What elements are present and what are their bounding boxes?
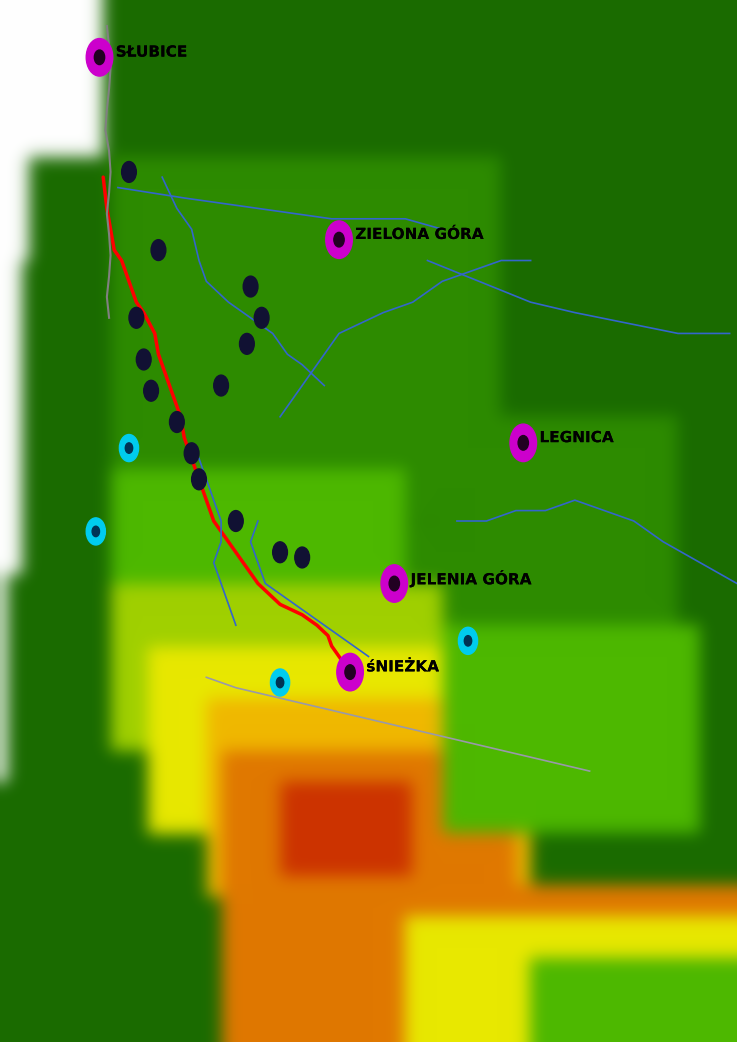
Circle shape bbox=[464, 636, 472, 646]
Text: ZIELONA GÓRA: ZIELONA GÓRA bbox=[355, 227, 483, 242]
Circle shape bbox=[254, 307, 269, 328]
Circle shape bbox=[270, 669, 290, 696]
Circle shape bbox=[273, 542, 287, 563]
Circle shape bbox=[92, 526, 99, 537]
Text: SŁUBICE: SŁUBICE bbox=[116, 45, 187, 59]
Circle shape bbox=[389, 576, 399, 591]
Text: LEGNICA: LEGNICA bbox=[539, 430, 613, 445]
Circle shape bbox=[192, 469, 206, 490]
Circle shape bbox=[334, 232, 344, 247]
Circle shape bbox=[184, 443, 199, 464]
Circle shape bbox=[129, 307, 144, 328]
Circle shape bbox=[144, 380, 158, 401]
Circle shape bbox=[458, 627, 478, 654]
Circle shape bbox=[122, 162, 136, 182]
Circle shape bbox=[228, 511, 243, 531]
Circle shape bbox=[326, 221, 352, 258]
Circle shape bbox=[276, 677, 284, 688]
Circle shape bbox=[345, 665, 355, 679]
Circle shape bbox=[518, 436, 528, 450]
Text: JELENIA GÓRA: JELENIA GÓRA bbox=[411, 569, 531, 588]
Circle shape bbox=[94, 50, 105, 65]
Circle shape bbox=[119, 435, 139, 462]
Circle shape bbox=[86, 39, 113, 76]
Circle shape bbox=[381, 565, 408, 602]
Circle shape bbox=[125, 443, 133, 453]
Circle shape bbox=[510, 424, 537, 462]
Circle shape bbox=[86, 518, 105, 545]
Circle shape bbox=[243, 276, 258, 297]
Circle shape bbox=[240, 333, 254, 354]
Circle shape bbox=[214, 375, 228, 396]
Circle shape bbox=[337, 653, 363, 691]
Circle shape bbox=[136, 349, 151, 370]
Circle shape bbox=[170, 412, 184, 432]
Text: śNIEŻKA: śNIEŻKA bbox=[366, 660, 439, 674]
Circle shape bbox=[295, 547, 310, 568]
Circle shape bbox=[151, 240, 166, 260]
